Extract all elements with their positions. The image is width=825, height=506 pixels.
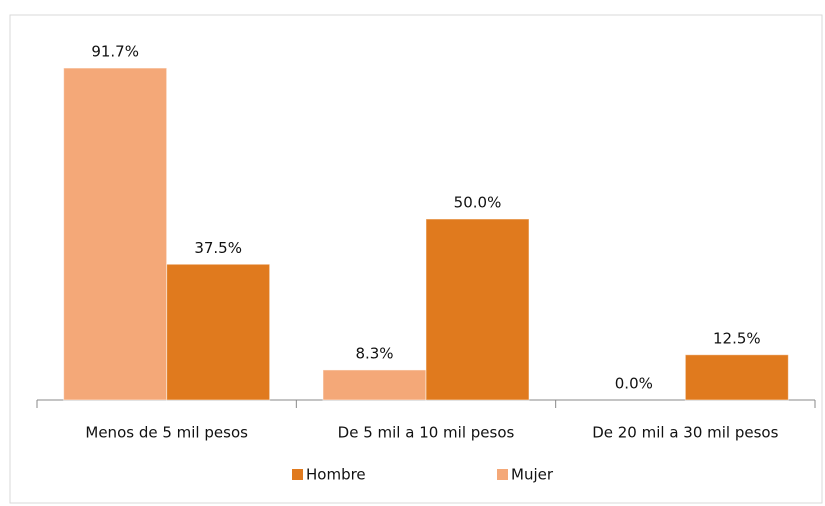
legend-label: Mujer xyxy=(511,466,554,484)
legend-swatch xyxy=(497,469,508,480)
value-label: 0.0% xyxy=(615,375,653,393)
value-label: 12.5% xyxy=(713,329,761,347)
value-label: 8.3% xyxy=(355,344,393,362)
legend-label: Hombre xyxy=(306,466,366,484)
x-tick-label: De 5 mil a 10 mil pesos xyxy=(338,424,515,442)
legend-swatch xyxy=(292,469,303,480)
bar xyxy=(166,263,271,401)
bar xyxy=(684,354,789,401)
bar xyxy=(322,369,427,401)
x-tick-label: De 20 mil a 30 mil pesos xyxy=(592,424,778,442)
value-label: 37.5% xyxy=(194,239,242,257)
bar xyxy=(63,67,168,401)
bar xyxy=(425,218,530,401)
value-label: 50.0% xyxy=(454,194,502,212)
value-label: 91.7% xyxy=(91,43,139,61)
x-tick-label: Menos de 5 mil pesos xyxy=(85,424,248,442)
